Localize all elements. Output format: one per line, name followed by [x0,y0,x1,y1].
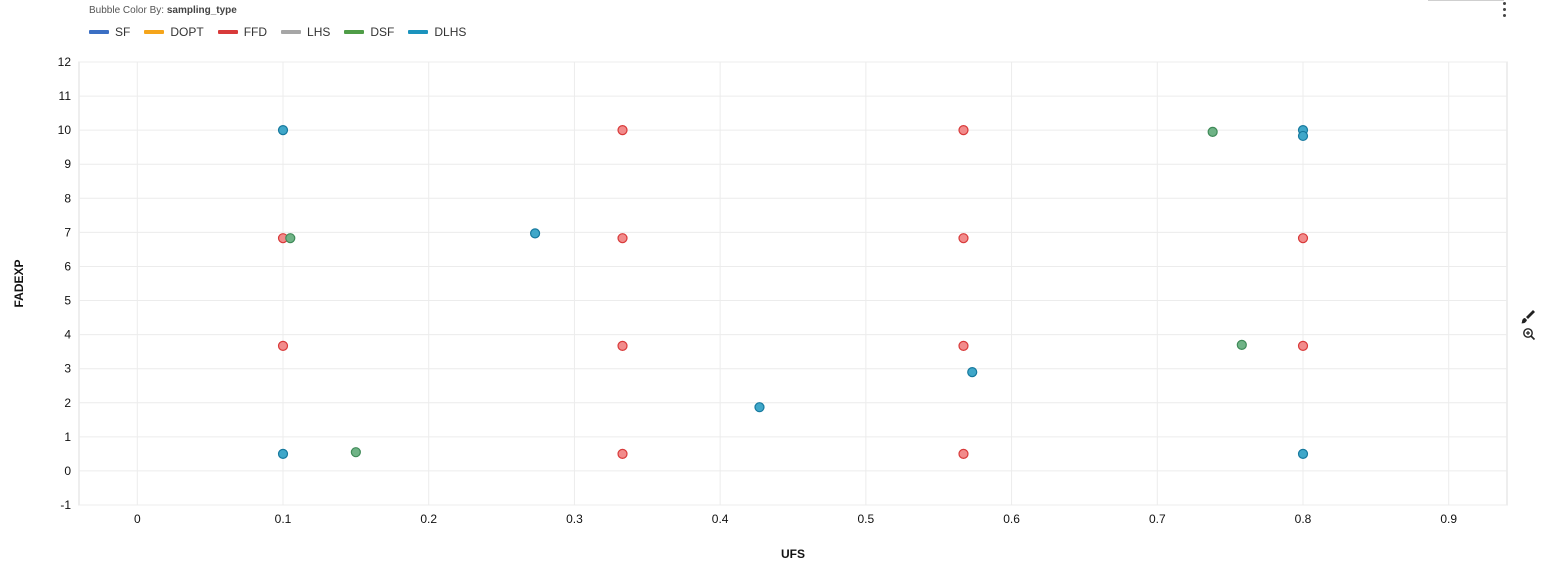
data-point-ffd [617,340,628,351]
legend-label: LHS [307,25,331,39]
y-tick-label: 11 [59,89,72,103]
x-tick-label: 0.5 [858,512,875,526]
vertical-dots-menu-icon[interactable] [1498,2,1510,20]
data-point-dsf [1236,339,1247,350]
legend-label: DLHS [434,25,467,39]
data-point-ffd [958,125,969,136]
y-tick-label: 2 [64,396,71,410]
legend: SF DOPT FFD LHS DSF DLHS [89,25,466,39]
legend-item-sf[interactable]: SF [89,25,130,39]
plot-area [78,61,1508,506]
data-point-dsf [350,447,361,458]
y-tick-label: 1 [64,430,71,444]
color-by-caption: Bubble Color By: sampling_type [89,5,237,16]
data-point-ffd [617,125,628,136]
y-tick-label: 3 [64,362,71,376]
legend-item-lhs[interactable]: LHS [281,25,330,39]
legend-swatch [408,30,429,34]
legend-label: DOPT [170,25,204,39]
x-tick-label: 0.8 [1295,512,1312,526]
x-tick-label: 0.3 [566,512,583,526]
data-point-ffd [1297,233,1309,244]
y-tick-label: 4 [64,328,71,342]
x-tick-label: 0.7 [1149,512,1166,526]
data-point-ffd [277,340,289,351]
x-tick-label: 0.2 [420,512,437,526]
x-axis-label: UFS [781,547,805,561]
y-tick-label: 5 [64,294,71,308]
legend-swatch [144,30,165,34]
data-point-dsf [285,233,296,244]
data-point-ffd [617,233,628,244]
legend-item-dsf[interactable]: DSF [344,25,394,39]
y-tick-label: 6 [64,259,71,273]
data-point-ffd [958,448,969,459]
y-tick-label: 7 [64,225,71,239]
legend-swatch [344,30,365,34]
data-point-dlhs [277,448,289,459]
data-point-ffd [958,340,969,351]
data-point-dlhs [967,367,978,378]
legend-label: SF [115,25,131,39]
color-by-prefix: Bubble Color By: [89,5,167,16]
data-point-dlhs [529,228,541,239]
legend-label: FFD [243,25,268,39]
zoom-in-icon[interactable] [1522,327,1536,341]
color-by-field: sampling_type [166,5,237,16]
data-point-dlhs [754,402,765,413]
y-tick-label: -1 [60,498,71,512]
data-point-dlhs [277,125,289,136]
legend-item-dlhs[interactable]: DLHS [408,25,466,39]
y-axis-label: FADEXP [12,259,26,307]
legend-swatch [281,30,302,34]
x-tick-label: 0.9 [1440,512,1457,526]
y-tick-label: 0 [64,464,71,478]
data-point-dsf [1207,126,1218,137]
y-tick-label: 10 [58,123,72,137]
data-point-ffd [1297,340,1309,351]
x-tick-label: 0.4 [712,512,729,526]
x-tick-label: 0.6 [1003,512,1020,526]
x-tick-label: 0.1 [275,512,292,526]
legend-item-ffd[interactable]: FFD [217,25,268,39]
data-point-dlhs [1297,448,1309,459]
legend-label: DSF [370,25,395,39]
legend-swatch [89,30,109,34]
data-point-dlhs [1297,130,1309,142]
brush-icon[interactable] [1520,309,1536,325]
data-point-ffd [617,448,628,459]
header-divider [1428,0,1504,1]
y-tick-label: 12 [58,55,72,69]
legend-item-dopt[interactable]: DOPT [144,25,204,39]
y-tick-label: 9 [64,157,71,171]
data-point-ffd [958,233,969,244]
x-tick-label: 0 [134,512,141,526]
y-tick-label: 8 [64,191,71,205]
legend-swatch [217,30,238,34]
